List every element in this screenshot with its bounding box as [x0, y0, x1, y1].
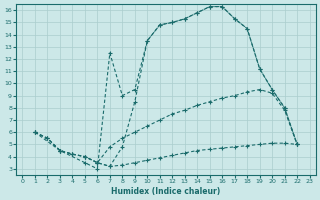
X-axis label: Humidex (Indice chaleur): Humidex (Indice chaleur) — [111, 187, 221, 196]
